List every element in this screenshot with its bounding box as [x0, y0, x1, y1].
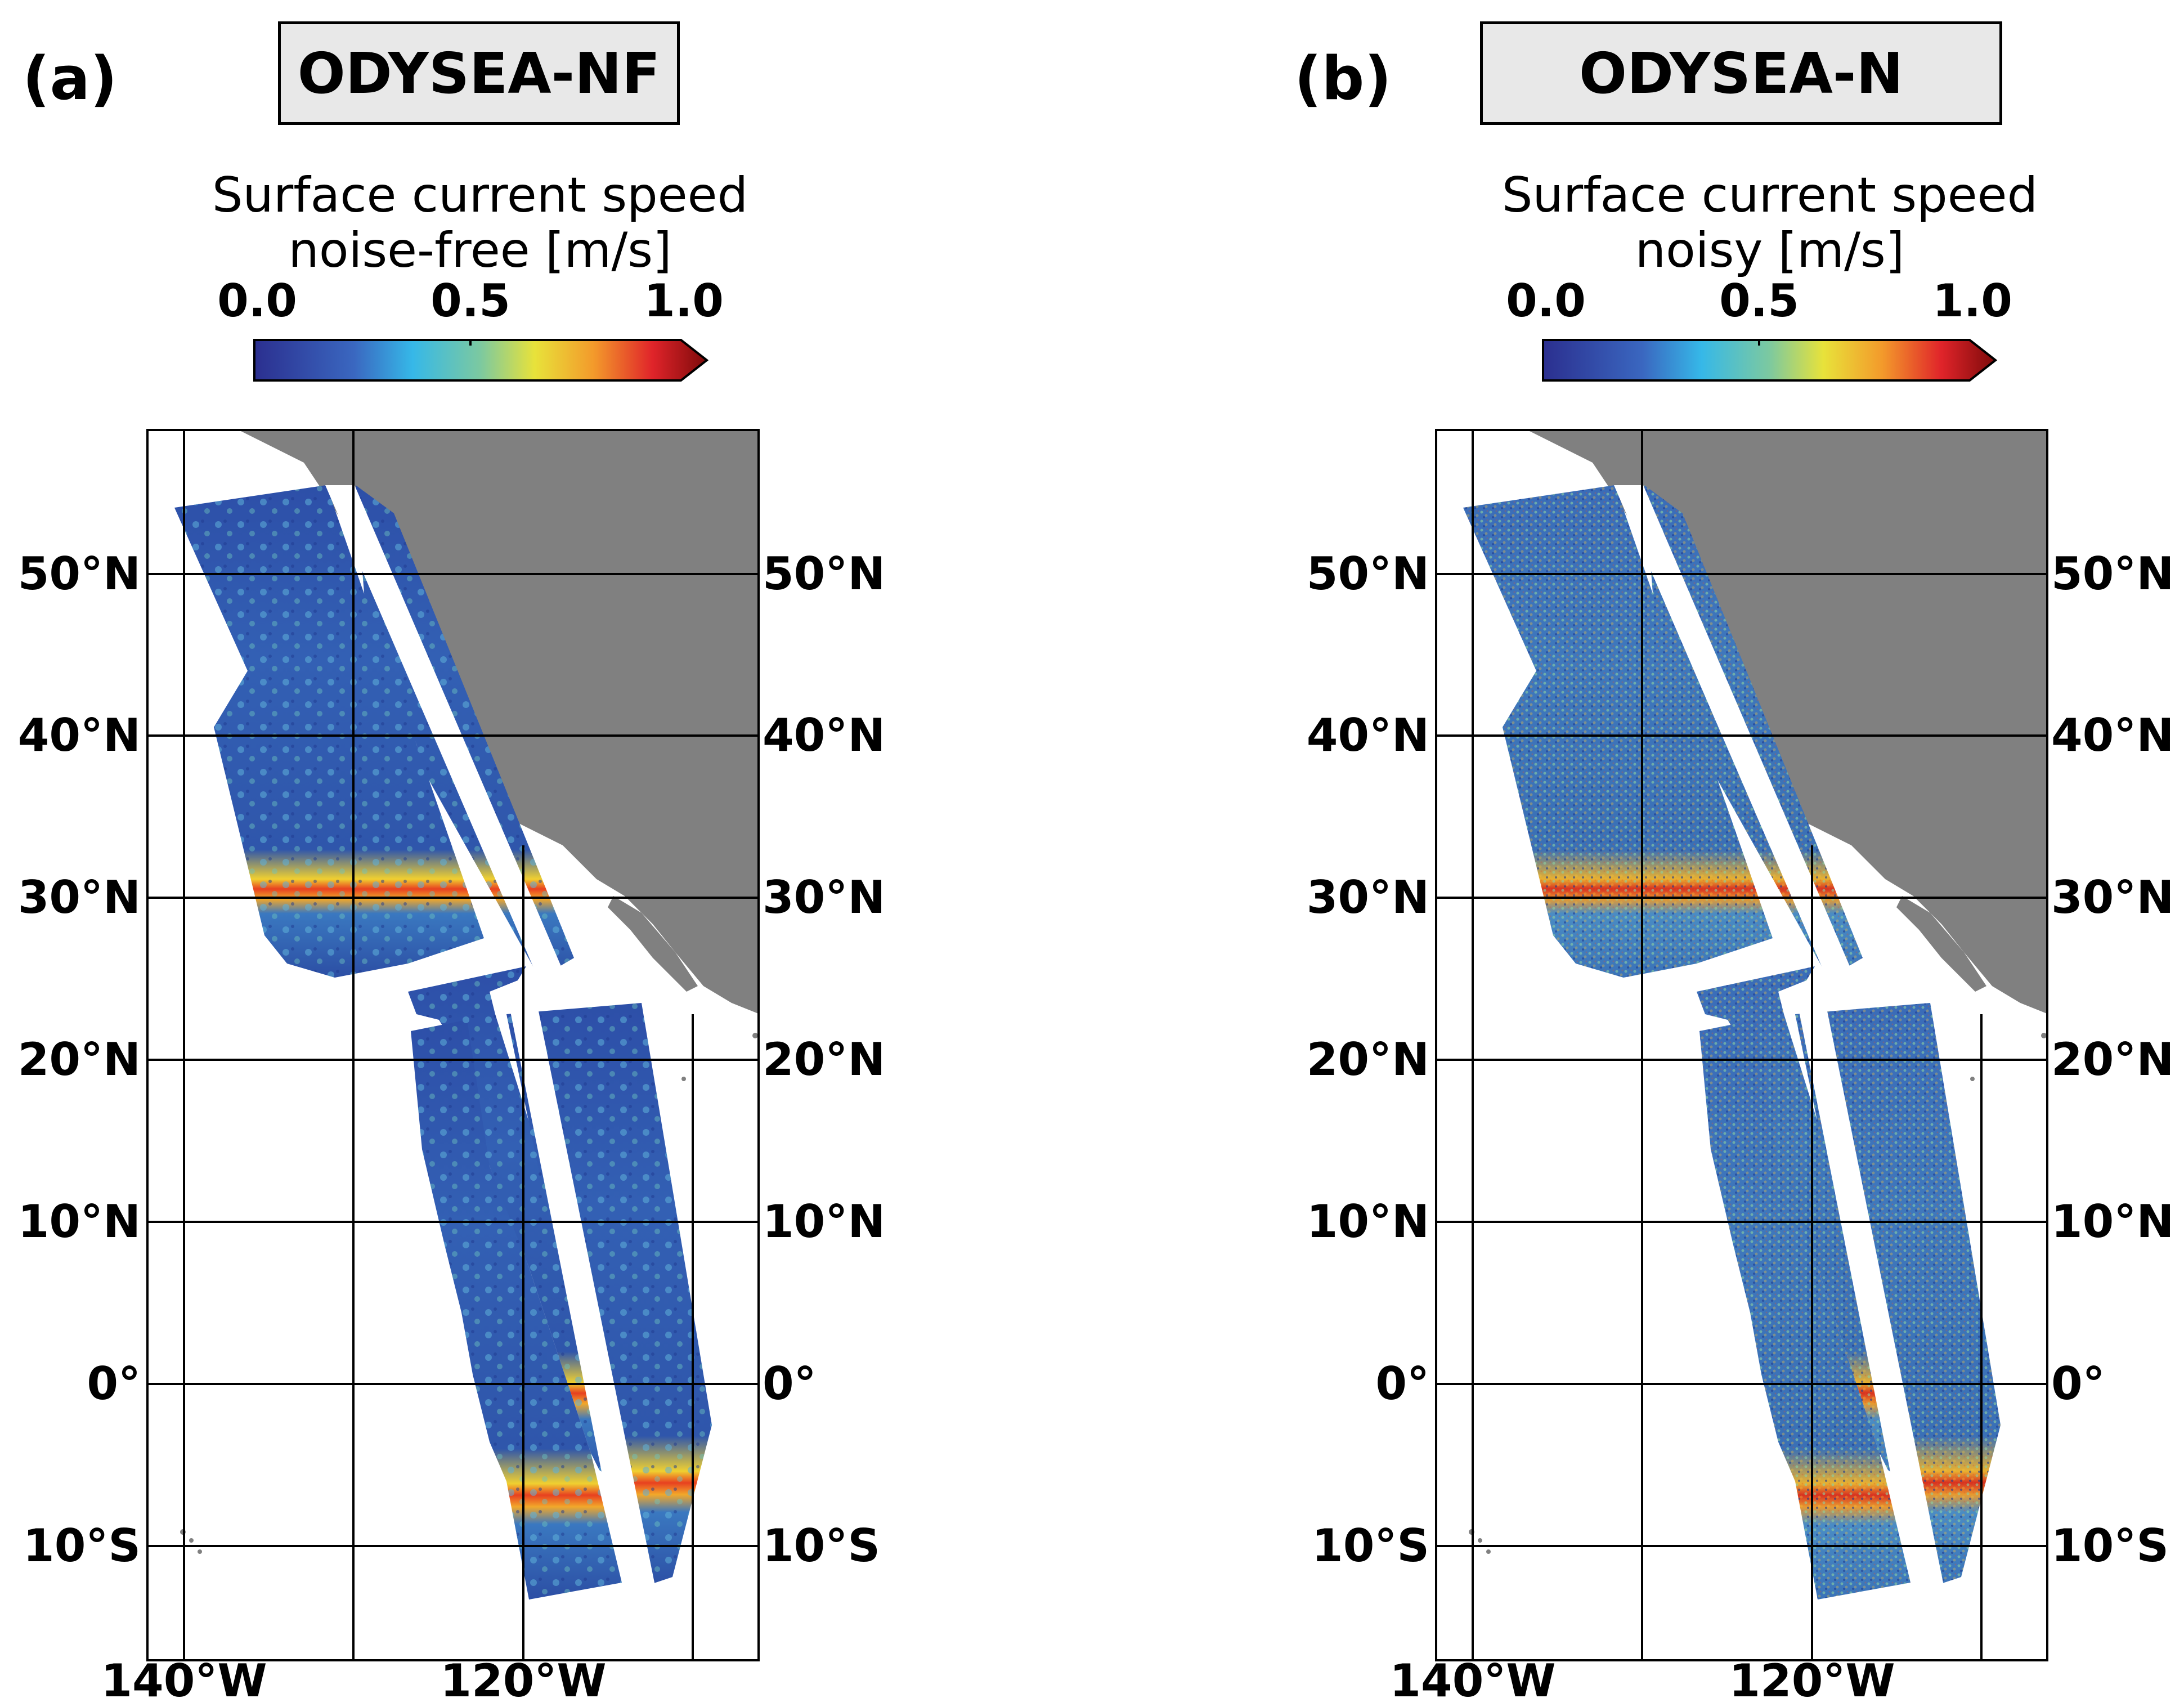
lat-label-right: 30°N [2051, 871, 2174, 924]
lat-label-right: 10°S [763, 1520, 880, 1572]
map-border [1435, 429, 2048, 1661]
map-svg [146, 429, 760, 1661]
baja-peninsula [1896, 896, 1986, 992]
graticule [146, 429, 760, 1661]
swath-gap [325, 485, 568, 983]
lat-label-left: 0° [87, 1357, 141, 1410]
lat-label-right: 20°N [763, 1033, 886, 1086]
lat-label-right: 30°N [763, 871, 886, 924]
colorbar [253, 339, 709, 382]
lat-label-left: 0° [1375, 1357, 1429, 1410]
island [189, 1538, 194, 1543]
lat-label-left: 10°N [17, 1195, 141, 1248]
lon-label: 140°W [101, 1655, 267, 1707]
colorbar-title-line2: noise-free [m/s] [288, 222, 672, 279]
colorbar-title-line1: Surface current speed [212, 167, 748, 223]
lon-label: 120°W [440, 1655, 607, 1707]
swath-texture [1463, 485, 1773, 978]
lat-label-left: 10°N [1306, 1195, 1429, 1248]
swath-texture [174, 485, 484, 978]
lat-label-left: 40°N [1306, 709, 1429, 761]
swath-gap [1795, 992, 1944, 1588]
lat-label-right: 0° [2051, 1357, 2105, 1410]
lat-label-right: 20°N [2051, 1033, 2174, 1086]
island [1970, 1077, 1975, 1081]
swath-texture [411, 1020, 622, 1600]
panel-label: (a) [23, 44, 118, 113]
lat-label-right: 10°S [2051, 1520, 2169, 1572]
colorbar-fill [253, 339, 709, 382]
colorbar-title-line2: noisy [m/s] [1635, 222, 1905, 279]
lat-label-left: 20°N [1306, 1033, 1429, 1086]
island [198, 1549, 202, 1554]
lat-label-right: 10°N [2051, 1195, 2174, 1248]
island [1478, 1538, 1482, 1543]
lat-label-right: 50°N [763, 548, 886, 600]
colorbar-title-line1: Surface current speed [1501, 167, 2038, 223]
panel-title-box: ODYSEA-N [1480, 21, 2002, 125]
lat-label-right: 40°N [2051, 709, 2174, 761]
map-frame [146, 429, 760, 1661]
lon-label: 120°W [1729, 1655, 1895, 1707]
colorbar-title: Surface current speed noise-free [m/s] [171, 168, 790, 278]
colorbar [1542, 339, 1998, 382]
lat-label-left: 20°N [17, 1033, 141, 1086]
lat-label-left: 30°N [17, 871, 141, 924]
lat-label-left: 30°N [1306, 871, 1429, 924]
lat-label-left: 50°N [17, 548, 141, 600]
colorbar-fill [1542, 339, 1998, 382]
swath-texture [1644, 485, 1863, 978]
baja-peninsula [608, 896, 698, 992]
island [752, 1033, 758, 1038]
colorbar-tick-label: 1.0 [1932, 275, 2012, 327]
lat-label-left: 50°N [1306, 548, 1429, 600]
lat-label-left: 10°S [23, 1520, 141, 1572]
swath-gap [1614, 485, 1857, 983]
colorbar-title: Surface current speed noisy [m/s] [1460, 168, 2079, 278]
colorbar-tick-label: 1.0 [644, 275, 724, 327]
colorbar-tick-label: 0.5 [430, 275, 510, 327]
colorbar-tick-label: 0.5 [1719, 275, 1799, 327]
lat-label-right: 10°N [763, 1195, 886, 1248]
island [681, 1077, 686, 1081]
swath-texture [356, 485, 574, 978]
graticule [1435, 429, 2048, 1661]
island [1486, 1549, 1491, 1554]
panel-b: (b) ODYSEA-N Surface current speed noisy… [1289, 0, 2184, 1707]
panel-a: (a) ODYSEA-NF Surface current speed nois… [0, 0, 1092, 1707]
island [2041, 1033, 2047, 1038]
lat-label-left: 40°N [17, 709, 141, 761]
lat-label-left: 10°S [1312, 1520, 1429, 1572]
lon-label: 140°W [1389, 1655, 1556, 1707]
colorbar-tick-label: 0.0 [217, 275, 297, 327]
panel-title-box: ODYSEA-NF [278, 21, 680, 125]
colorbar-tick-label: 0.0 [1506, 275, 1586, 327]
map-border [146, 429, 760, 1661]
lat-label-right: 0° [763, 1357, 817, 1410]
swath-gap [506, 992, 656, 1588]
panel-label: (b) [1294, 44, 1392, 113]
swath-texture [1699, 1020, 1911, 1600]
lat-label-right: 40°N [763, 709, 886, 761]
map-svg [1435, 429, 2048, 1661]
lat-label-right: 50°N [2051, 548, 2174, 600]
map-frame [1435, 429, 2048, 1661]
